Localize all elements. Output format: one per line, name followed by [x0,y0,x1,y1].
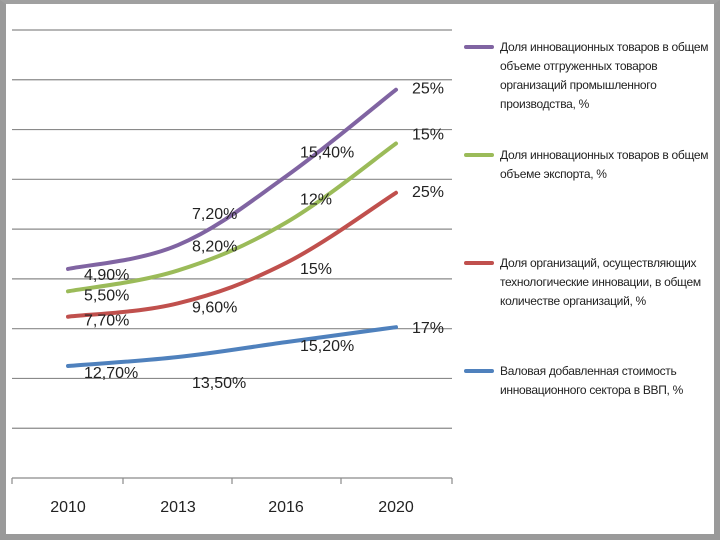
data-label: 15% [412,126,444,143]
legend-label: Валовая добавленная стоимость инновацион… [500,364,683,397]
series-line-4 [66,325,398,368]
data-label: 15% [300,261,332,278]
x-tick-label: 2016 [268,499,304,516]
series-line-3 [66,190,398,319]
data-label: 12% [300,192,332,209]
data-labels: 4,90% 7,20% 15,40% 25% 5,50% 8,20% 12% 15% 7,70%… [84,81,444,392]
data-label: 15,40% [300,144,354,161]
data-label: 12,70% [84,365,138,382]
legend-swatch [464,45,494,49]
series-lines [66,87,398,368]
x-tick-label: 2010 [50,499,86,516]
x-tick-label: 2020 [378,499,414,516]
x-axis: 2010 2013 2016 2020 [11,478,453,516]
data-label: 25% [412,184,444,201]
data-label: 9,60% [192,299,237,316]
x-tick-label: 2013 [160,499,196,516]
legend-swatch [464,261,494,265]
data-label: 15,20% [300,338,354,355]
legend-label: Доля организаций, осуществляющих техноло… [500,256,701,308]
data-label: 4,90% [84,267,129,284]
data-label: 8,20% [192,238,237,255]
legend-swatch [464,153,494,157]
legend-label: Доля инновационных товаров в общем объем… [500,148,709,181]
data-label: 25% [412,81,444,98]
data-label: 7,70% [84,313,129,330]
series-line-1 [66,87,398,271]
gridlines [12,29,452,479]
data-label: 17% [412,320,444,337]
legend-label: Доля инновационных товаров в общем объем… [500,40,709,111]
legend-swatch [464,369,494,373]
data-label: 13,50% [192,375,246,392]
series-line-2 [66,141,398,294]
data-label: 5,50% [84,287,129,304]
data-label: 7,20% [192,206,237,223]
